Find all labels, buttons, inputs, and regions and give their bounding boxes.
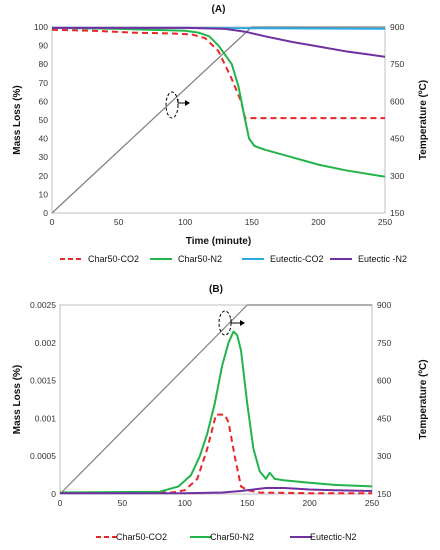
y-axis-title: Mass Loss (%)	[12, 85, 23, 154]
chart-title: (B)	[209, 284, 223, 295]
y-tick-label: 0.001	[35, 413, 57, 423]
legend-item-label: Char50-CO2	[88, 254, 139, 264]
x-tick-label: 200	[311, 217, 325, 227]
y2-axis-title: Temperature (ºC)	[418, 80, 429, 160]
x-tick-label: 150	[245, 217, 259, 227]
y-tick-label: 0.0025	[30, 300, 56, 310]
x-tick-label: 50	[118, 498, 128, 508]
series-line-char50-co2	[60, 413, 372, 495]
series-line-char50-n2	[59, 330, 373, 494]
y2-tick-label: 750	[377, 338, 391, 348]
y2-tick-label: 150	[390, 208, 404, 218]
y2-tick-label: 600	[390, 96, 404, 106]
y-axis-title: Mass Loss (%)	[12, 365, 23, 434]
y-tick-label: 50	[39, 115, 49, 125]
legend-item-label: Char50-N2	[178, 254, 222, 264]
y-tick-label: 0.002	[35, 338, 57, 348]
x-tick-label: 250	[365, 498, 379, 508]
y-tick-label: 100	[34, 22, 48, 32]
series-line-eutectic-n2	[52, 26, 386, 58]
y2-tick-label: 450	[390, 134, 404, 144]
legend-item-label: Eutectic-CO2	[270, 254, 324, 264]
y-tick-label: 0	[43, 208, 48, 218]
y2-tick-label: 150	[377, 489, 391, 499]
y2-tick-label: 900	[377, 300, 391, 310]
y-tick-label: 30	[39, 152, 49, 162]
panel-b: (B) 0 50 100 150 200 250 0 0.0005 0.001 0.0015 0.00…	[12, 284, 429, 542]
y-tick-label: 60	[39, 96, 49, 106]
x-tick-label: 100	[178, 217, 192, 227]
x-tick-label: 200	[303, 498, 317, 508]
y2-tick-label: 600	[377, 376, 391, 386]
panel-a: (A) 0 50 100 150 200 250 0 10 20 30 40 50 60 70 80 90 100…	[12, 4, 429, 264]
y2-tick-label: 450	[377, 413, 391, 423]
y2-tick-label: 300	[377, 451, 391, 461]
y-tick-label: 0	[51, 489, 56, 499]
legend-item-label: Eutectic-N2	[310, 532, 357, 542]
legend-item-label: Char50-N2	[210, 532, 254, 542]
y-tick-label: 20	[39, 171, 49, 181]
y2-tick-label: 750	[390, 59, 404, 69]
x-axis-title: Time (minute)	[186, 236, 251, 247]
annotation-arrow-icon	[185, 100, 190, 106]
y-tick-label: 0.0005	[30, 451, 56, 461]
series-line-char50-n2	[51, 26, 386, 178]
annotation-arrow-icon	[240, 320, 245, 326]
x-tick-label: 100	[178, 498, 192, 508]
y2-tick-label: 300	[390, 171, 404, 181]
x-tick-label: 50	[114, 217, 124, 227]
y-tick-label: 0.0015	[30, 376, 56, 386]
legend-item-label: Char50-CO2	[116, 532, 167, 542]
chart-title: (A)	[212, 4, 226, 15]
x-tick-label: 150	[240, 498, 254, 508]
y2-axis-title: Temperature (ºC)	[418, 359, 429, 439]
series-line-temperature	[59, 304, 372, 495]
plot-area	[51, 26, 386, 214]
series-line-eutectic-n2	[60, 487, 373, 495]
x-tick-label: 0	[58, 498, 63, 508]
x-tick-label: 0	[50, 217, 55, 227]
temperature-marker-ellipse	[165, 91, 179, 119]
y-tick-label: 90	[39, 41, 49, 51]
plot-area	[59, 304, 373, 495]
y-tick-label: 70	[39, 78, 49, 88]
y2-tick-label: 900	[390, 22, 404, 32]
y-tick-label: 10	[39, 189, 49, 199]
x-tick-label: 250	[378, 217, 392, 227]
series-line-temperature	[51, 26, 385, 214]
y-tick-label: 40	[39, 134, 49, 144]
legend-item-label: Eutectic -N2	[358, 254, 407, 264]
y-tick-label: 80	[39, 59, 49, 69]
